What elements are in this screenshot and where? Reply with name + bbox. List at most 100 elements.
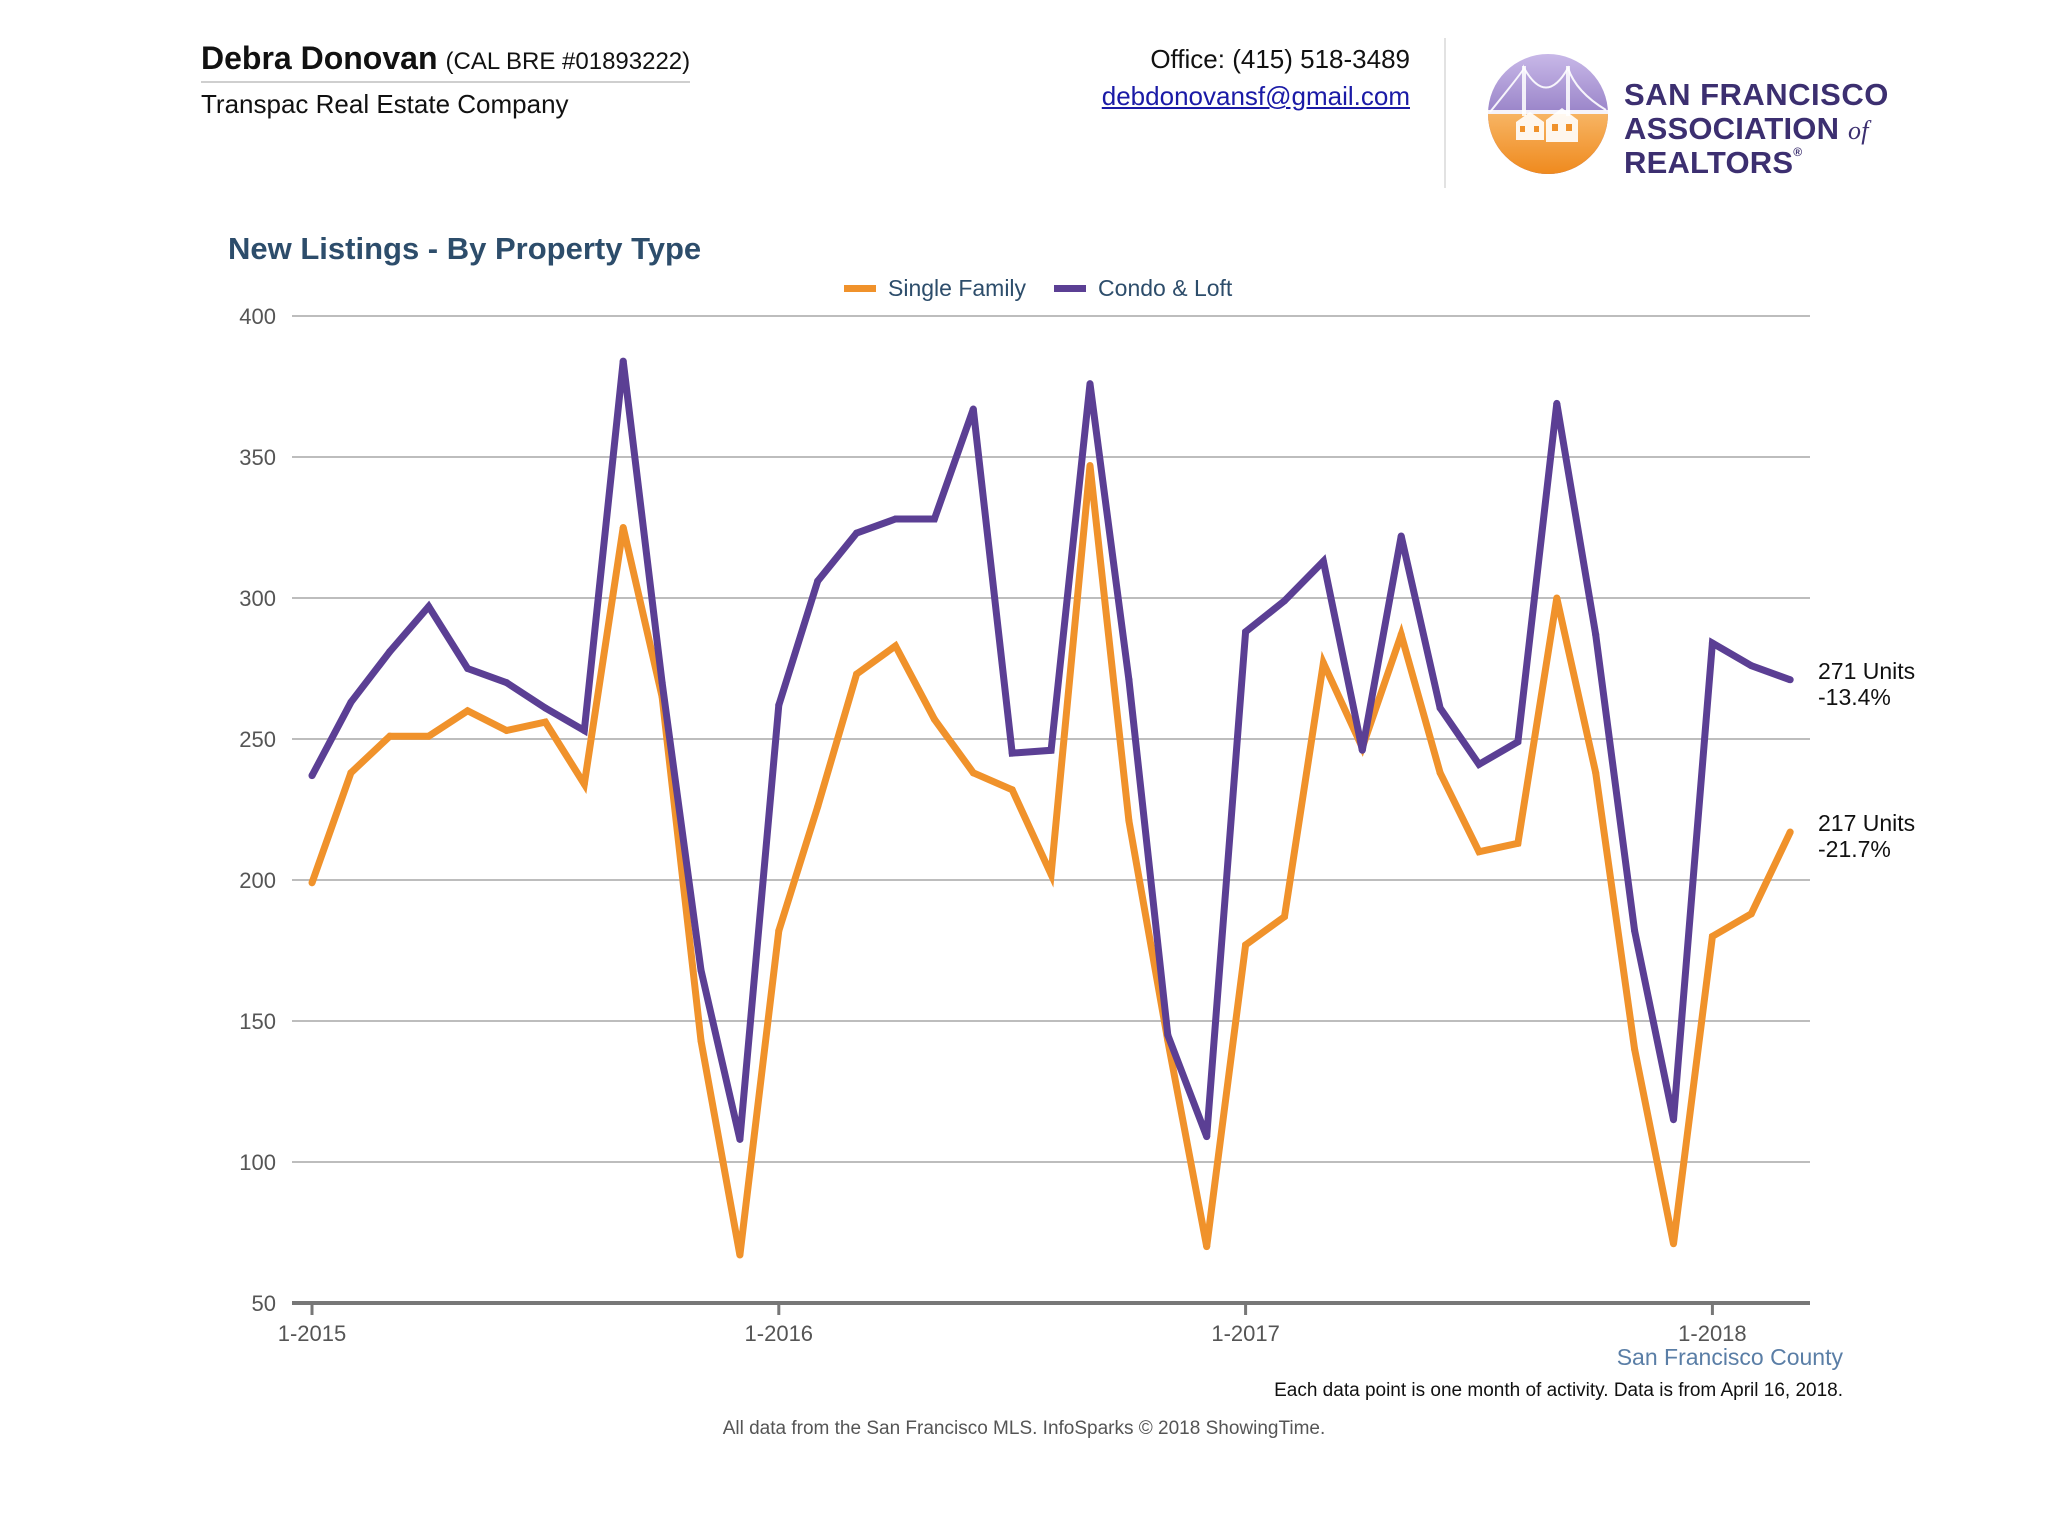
data-point	[464, 665, 472, 672]
contact-info: Office: (415) 518-3489 debdonovansf@gmai…	[1040, 44, 1410, 112]
data-point	[1242, 628, 1250, 636]
data-point	[541, 718, 549, 726]
data-point	[1203, 1243, 1211, 1251]
data-point	[1008, 749, 1016, 757]
data-point	[853, 670, 861, 678]
data-point	[1514, 839, 1522, 847]
data-point	[1708, 932, 1716, 940]
data-point	[658, 679, 666, 687]
data-point	[1008, 786, 1016, 794]
single-family-line	[308, 465, 1794, 1256]
x-tick-label: 1-2018	[1678, 1321, 1747, 1346]
data-point	[930, 515, 938, 523]
end-label-change: -21.7%	[1818, 836, 1891, 862]
end-label-units: 217 Units	[1818, 810, 1915, 836]
data-point	[1397, 532, 1405, 540]
y-tick-label: 50	[252, 1291, 276, 1316]
data-point	[619, 524, 627, 531]
data-point	[697, 966, 705, 974]
data-point	[1514, 738, 1522, 746]
email-link[interactable]: debdonovansf@gmail.com	[1101, 81, 1410, 111]
data-point	[1786, 676, 1794, 684]
legend-label-condo-loft: Condo & Loft	[1098, 275, 1233, 301]
data-point	[1125, 676, 1133, 684]
data-point	[1475, 848, 1483, 856]
logo-word-association: ASSOCIATION	[1624, 111, 1840, 147]
data-point	[503, 727, 510, 735]
data-point	[1436, 769, 1444, 777]
agent-license: (CAL BRE #01893222)	[445, 48, 691, 75]
data-point	[1436, 704, 1444, 712]
data-point	[1592, 631, 1600, 639]
data-point	[1592, 769, 1600, 777]
data-point	[697, 1037, 705, 1045]
data-point	[503, 679, 510, 687]
chart-title: New Listings - By Property Type	[228, 231, 702, 266]
data-point	[308, 879, 316, 887]
data-point	[1281, 913, 1288, 921]
data-point	[1747, 910, 1755, 918]
data-point	[386, 732, 394, 740]
data-point	[1047, 746, 1055, 754]
data-point	[1242, 941, 1250, 949]
agent-name: Debra Donovan	[201, 40, 438, 76]
data-point	[347, 769, 355, 777]
data-point	[386, 648, 394, 656]
data-point	[853, 529, 861, 537]
data-point	[1164, 1031, 1172, 1039]
data-point	[619, 357, 627, 365]
data-point	[1047, 870, 1055, 878]
data-point	[1475, 760, 1483, 768]
end-label-change: -13.4%	[1818, 684, 1891, 710]
data-point	[425, 602, 433, 610]
data-point	[969, 769, 977, 777]
data-point	[1397, 631, 1405, 639]
data-point	[736, 1135, 744, 1143]
logo-word-of: of	[1848, 116, 1869, 146]
data-point	[1747, 662, 1755, 670]
data-point	[775, 701, 783, 709]
data-point	[1553, 594, 1561, 602]
office-phone: Office: (415) 518-3489	[1150, 44, 1410, 74]
data-point	[1319, 557, 1327, 565]
header-divider	[1444, 38, 1446, 188]
agent-info: Debra Donovan (CAL BRE #01893222) Transp…	[201, 40, 691, 120]
data-point	[308, 772, 316, 780]
golden-gate-bridge-houses-seal-icon	[1488, 54, 1608, 174]
end-label-units: 271 Units	[1818, 658, 1915, 684]
data-point	[1786, 828, 1794, 836]
legend-label-single-family: Single Family	[888, 275, 1027, 301]
region-label: San Francisco County	[1616, 1344, 1843, 1370]
data-point	[464, 707, 472, 715]
y-tick-label: 300	[239, 586, 276, 611]
data-point	[1631, 1045, 1639, 1053]
data-point	[814, 803, 822, 811]
data-note: Each data point is one month of activity…	[1274, 1380, 1843, 1401]
x-tick-label: 1-2015	[278, 1321, 347, 1346]
data-point	[736, 1251, 744, 1259]
data-point	[814, 577, 822, 585]
data-point	[580, 727, 588, 735]
data-point	[1358, 746, 1366, 754]
data-point	[347, 698, 355, 706]
data-point	[541, 704, 549, 712]
data-point	[580, 780, 588, 788]
agent-company: Transpac Real Estate Company	[201, 89, 569, 119]
agent-name-line: Debra Donovan (CAL BRE #01893222)	[201, 40, 691, 83]
data-point	[1281, 597, 1288, 605]
y-tick-label: 350	[239, 445, 276, 470]
data-point	[1631, 927, 1639, 935]
y-tick-label: 400	[239, 304, 276, 329]
data-point	[1125, 817, 1133, 825]
x-tick-label: 1-2016	[745, 1321, 814, 1346]
data-point	[1708, 639, 1716, 647]
legend-swatch-single-family	[844, 285, 876, 292]
chart-legend: Single Family Condo & Loft	[844, 275, 1232, 302]
data-point	[892, 642, 899, 650]
data-point	[1319, 659, 1327, 667]
data-point	[892, 515, 899, 523]
legend-item-single-family: Single Family	[844, 275, 1026, 302]
data-point	[425, 732, 433, 740]
legend-item-condo-loft: Condo & Loft	[1054, 275, 1232, 302]
